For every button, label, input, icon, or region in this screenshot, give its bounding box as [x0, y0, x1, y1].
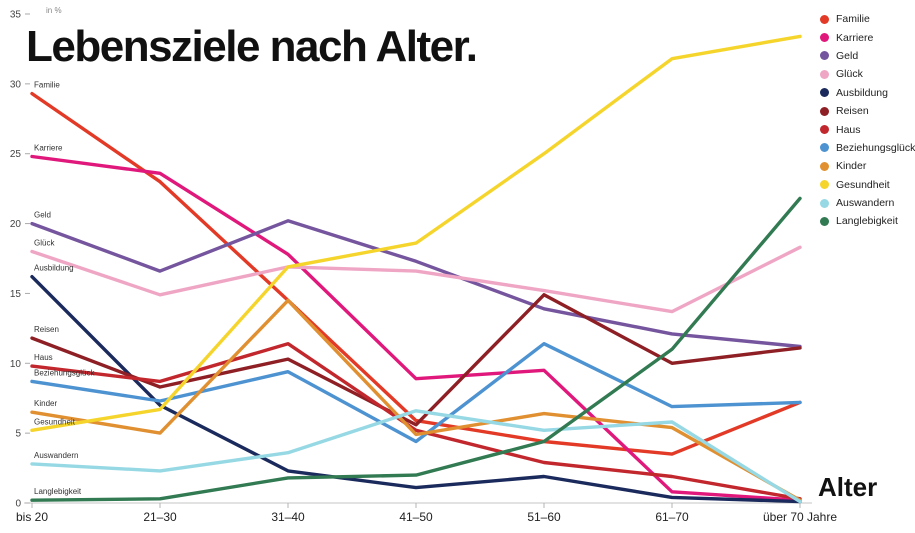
legend-item-familie: Familie — [820, 10, 914, 28]
series-line-kinder — [30, 298, 802, 502]
legend-swatch-icon — [820, 69, 829, 79]
series-start-label: Auswandern — [34, 451, 78, 460]
legend-swatch-icon — [820, 180, 829, 190]
series-start-label: Kinder — [34, 399, 57, 408]
y-tick-label: 10 — [10, 359, 22, 370]
x-tick-label: bis 20 — [16, 510, 48, 524]
legend-label: Kinder — [836, 160, 867, 173]
y-tick-label: 0 — [15, 499, 21, 510]
x-tick-label: über 70 Jahre — [763, 510, 837, 524]
series-line-familie — [30, 91, 802, 456]
series-line-karriere — [30, 154, 802, 502]
legend-item-kinder: Kinder — [820, 157, 914, 175]
series-start-label: Karriere — [34, 144, 63, 153]
series-line-auswandern — [30, 409, 802, 504]
legend-item-geld: Geld — [820, 47, 914, 65]
series-start-label: Haus — [34, 353, 53, 362]
legend-label: Ausbildung — [836, 86, 888, 99]
x-tick-label: 51–60 — [527, 510, 561, 524]
y-axis-unit-label: in % — [46, 6, 62, 15]
series-line-ausbildung — [30, 275, 802, 504]
legend-label: Langlebigkeit — [836, 215, 898, 228]
x-tick-label: 31–40 — [271, 510, 305, 524]
series-start-label: Reisen — [34, 325, 59, 334]
y-tick-label: 25 — [10, 149, 22, 160]
y-tick-label: 35 — [10, 10, 22, 21]
legend-swatch-icon — [820, 33, 829, 43]
series-line-langlebigkeit — [30, 196, 802, 502]
series-line-geld — [30, 219, 802, 349]
legend-item-glück: Glück — [820, 65, 914, 83]
legend-swatch-icon — [820, 51, 829, 61]
legend-swatch-icon — [820, 198, 829, 208]
x-axis-title: Alter — [818, 472, 878, 502]
x-tick-label: 61–70 — [655, 510, 689, 524]
legend: Familie Karriere Geld Glück Ausbildung Reisen… — [820, 10, 915, 231]
legend-swatch-icon — [820, 143, 829, 153]
legend-swatch-icon — [820, 125, 829, 135]
legend-item-gesundheit: Gesundheit — [820, 176, 914, 194]
series-start-label: Gesundheit — [34, 417, 76, 426]
legend-label: Karriere — [836, 31, 874, 44]
legend-swatch-icon — [820, 106, 829, 116]
series-start-label: Beziehungsglück — [34, 368, 95, 377]
series-start-label: Geld — [34, 211, 51, 220]
series-start-label: Langlebigkeit — [34, 487, 82, 496]
x-tick-label: 21–30 — [143, 510, 177, 524]
series-line-reisen — [30, 293, 802, 427]
legend-item-auswandern: Auswandern — [820, 194, 914, 212]
series-line-gesundheit — [30, 34, 802, 432]
series-line-beziehungsglück — [30, 342, 802, 444]
series-start-label: Familie — [34, 81, 60, 90]
page-title: Lebensziele nach Alter. — [26, 22, 478, 71]
y-tick-label: 30 — [10, 79, 22, 90]
legend-label: Familie — [836, 13, 870, 26]
legend-item-beziehungsglück: Beziehungsglück — [820, 139, 915, 157]
legend-item-reisen: Reisen — [820, 102, 914, 120]
legend-label: Haus — [836, 123, 861, 136]
legend-item-ausbildung: Ausbildung — [820, 84, 914, 102]
legend-swatch-icon — [820, 14, 829, 24]
y-tick-label: 20 — [10, 219, 22, 230]
legend-item-langlebigkeit: Langlebigkeit — [820, 212, 914, 230]
series-start-label: Ausbildung — [34, 264, 74, 273]
legend-item-karriere: Karriere — [820, 28, 914, 46]
legend-item-haus: Haus — [820, 120, 914, 138]
series-line-glück — [30, 245, 802, 314]
legend-label: Auswandern — [836, 197, 895, 210]
series-start-label: Glück — [34, 239, 55, 248]
legend-swatch-icon — [820, 216, 829, 226]
legend-label: Glück — [836, 68, 863, 81]
legend-swatch-icon — [820, 88, 829, 98]
legend-label: Gesundheit — [836, 178, 890, 191]
legend-label: Beziehungsglück — [836, 141, 915, 154]
legend-label: Reisen — [836, 105, 869, 118]
y-tick-label: 5 — [15, 429, 21, 440]
y-tick-label: 15 — [10, 289, 22, 300]
series-line-haus — [30, 342, 802, 501]
x-tick-label: 41–50 — [399, 510, 433, 524]
legend-label: Geld — [836, 49, 859, 62]
legend-swatch-icon — [820, 161, 829, 171]
